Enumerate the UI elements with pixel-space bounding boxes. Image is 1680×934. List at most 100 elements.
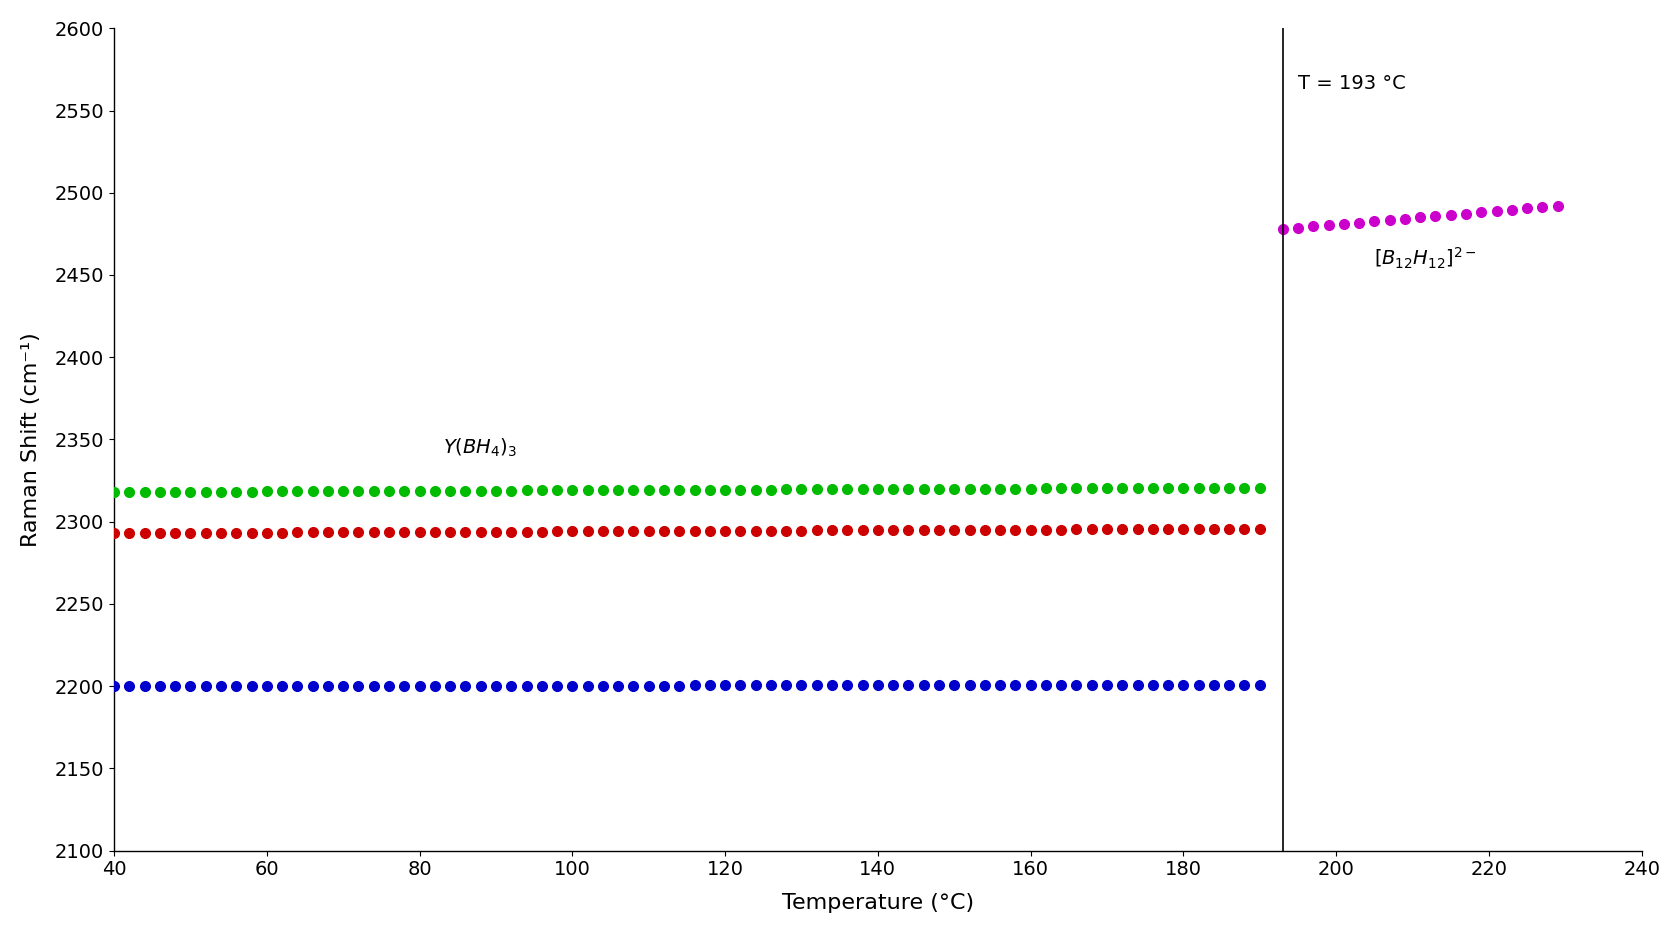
Point: [239, 678, 265, 693]
Point: [1344, 215, 1371, 230]
Point: [894, 523, 921, 538]
Point: [467, 483, 494, 498]
Point: [1482, 204, 1509, 219]
Point: [696, 482, 722, 497]
Point: [590, 524, 617, 539]
Point: [1245, 480, 1272, 495]
Point: [1139, 522, 1166, 537]
Point: [788, 482, 815, 497]
Point: [1184, 521, 1211, 536]
Point: [833, 523, 860, 538]
Point: [360, 678, 386, 693]
Point: [284, 678, 311, 693]
Point: [391, 484, 418, 499]
Point: [1094, 677, 1121, 692]
Point: [1077, 481, 1104, 496]
Point: [375, 484, 402, 499]
Point: [131, 679, 158, 694]
Point: [575, 524, 601, 539]
Point: [1169, 521, 1196, 536]
Point: [665, 524, 692, 539]
Point: [941, 678, 968, 693]
Point: [1184, 480, 1211, 495]
Point: [1124, 677, 1151, 692]
Point: [635, 483, 662, 498]
Point: [284, 525, 311, 540]
Point: [1169, 677, 1196, 692]
Point: [773, 482, 800, 497]
Point: [680, 482, 707, 497]
Point: [223, 484, 250, 499]
Point: [726, 523, 753, 538]
Point: [1529, 200, 1556, 215]
Point: [131, 526, 158, 541]
Point: [833, 678, 860, 693]
Point: [1154, 480, 1181, 495]
Point: [650, 524, 677, 539]
Point: [146, 679, 173, 694]
Point: [986, 481, 1013, 496]
Text: $Y(BH_4)_3$: $Y(BH_4)_3$: [442, 436, 516, 459]
Point: [696, 523, 722, 538]
Point: [344, 525, 371, 540]
Point: [818, 482, 845, 497]
Point: [269, 678, 296, 693]
Point: [192, 525, 218, 540]
Point: [467, 678, 494, 693]
Point: [207, 525, 234, 540]
Point: [452, 678, 479, 693]
Point: [482, 524, 509, 539]
Point: [926, 522, 953, 537]
Point: [1497, 203, 1524, 218]
Point: [879, 678, 906, 693]
Point: [161, 485, 188, 500]
X-axis label: Temperature (°C): Temperature (°C): [781, 893, 973, 913]
Point: [223, 678, 250, 693]
Point: [467, 524, 494, 539]
Point: [1047, 481, 1074, 496]
Point: [558, 483, 585, 498]
Point: [391, 525, 418, 540]
Point: [711, 678, 738, 693]
Point: [1047, 522, 1074, 537]
Point: [1421, 208, 1448, 223]
Point: [1361, 214, 1388, 229]
Point: [528, 678, 554, 693]
Point: [743, 523, 769, 538]
Point: [909, 678, 936, 693]
Point: [1047, 678, 1074, 693]
Point: [941, 481, 968, 496]
Point: [818, 678, 845, 693]
Point: [620, 678, 647, 693]
Point: [1154, 521, 1181, 536]
Point: [1124, 481, 1151, 496]
Point: [1016, 678, 1043, 693]
Point: [575, 483, 601, 498]
Point: [543, 483, 570, 498]
Point: [558, 524, 585, 539]
Point: [956, 481, 983, 496]
Point: [407, 525, 433, 540]
Point: [1436, 207, 1463, 222]
Point: [1245, 677, 1272, 692]
Point: [1062, 522, 1089, 537]
Point: [1452, 206, 1478, 221]
Point: [528, 483, 554, 498]
Point: [833, 482, 860, 497]
Point: [497, 483, 524, 498]
Point: [743, 678, 769, 693]
Point: [1062, 677, 1089, 692]
Point: [422, 484, 449, 499]
Point: [848, 482, 875, 497]
Point: [284, 484, 311, 499]
Point: [909, 481, 936, 496]
Point: [650, 483, 677, 498]
Point: [986, 678, 1013, 693]
Point: [528, 524, 554, 539]
Point: [176, 485, 203, 500]
Point: [864, 482, 890, 497]
Point: [758, 678, 785, 693]
Point: [101, 485, 128, 500]
Point: [1314, 218, 1341, 233]
Point: [971, 481, 998, 496]
